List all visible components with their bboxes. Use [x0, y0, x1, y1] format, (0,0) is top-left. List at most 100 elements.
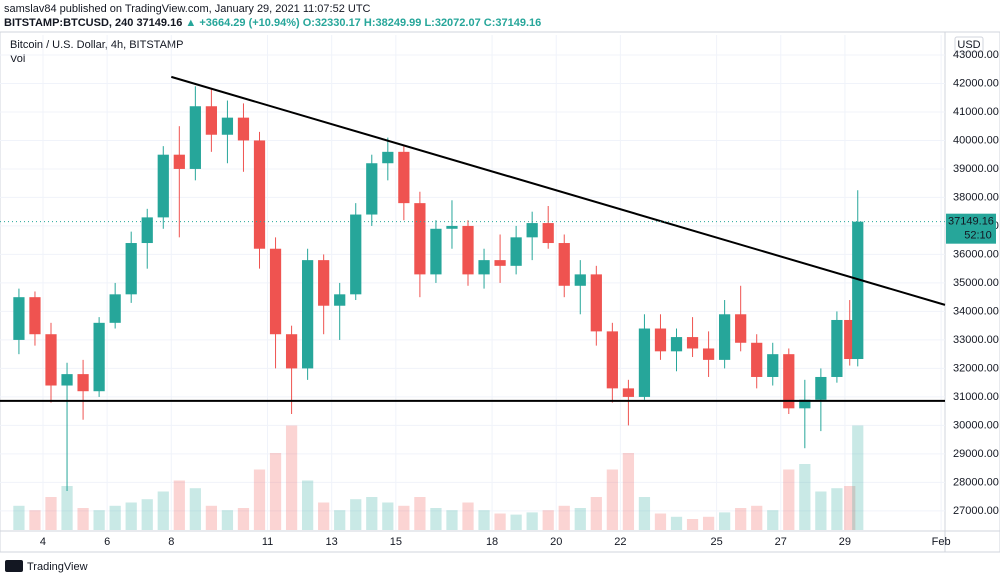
- y-tick-label: 40000.00: [953, 134, 999, 146]
- countdown: 52:10: [964, 230, 992, 242]
- x-tick-label: 8: [168, 536, 174, 548]
- candle-body: [253, 140, 266, 249]
- candle-body: [686, 337, 699, 349]
- volume-bar: [735, 508, 747, 530]
- x-tick-label: 6: [104, 536, 110, 548]
- x-tick-label: 13: [326, 536, 338, 548]
- candle-body: [205, 106, 218, 135]
- volume-bar: [173, 480, 185, 530]
- volume-bar: [29, 510, 41, 530]
- y-tick-label: 28000.00: [953, 476, 999, 488]
- candle-body: [398, 151, 410, 204]
- volume-bar: [574, 508, 586, 530]
- y-tick-label: 36000.00: [953, 248, 999, 260]
- candle-body: [622, 388, 635, 397]
- candle-body: [77, 374, 89, 392]
- volume-bar: [77, 508, 89, 530]
- candle-body: [462, 225, 474, 275]
- y-tick-label: 31000.00: [953, 391, 999, 403]
- ohlc-open: O:32330.17: [303, 17, 361, 29]
- ohlc-close: C:37149.16: [484, 17, 542, 29]
- volume-bar: [414, 497, 426, 530]
- x-tick-label: 15: [390, 536, 402, 548]
- ohlc-high: H:38249.99: [364, 17, 422, 29]
- y-tick-label: 39000.00: [953, 163, 999, 175]
- y-tick-label: 42000.00: [953, 77, 999, 89]
- candle-body: [735, 314, 747, 343]
- candle-body: [221, 117, 234, 135]
- candle-body: [606, 331, 618, 389]
- candle-body: [382, 151, 394, 164]
- volume-bar: [478, 510, 490, 530]
- volume-bar: [751, 505, 763, 530]
- volume-bar: [799, 464, 811, 530]
- unit-box[interactable]: [954, 36, 984, 53]
- y-tick-label: 34000.00: [953, 305, 999, 317]
- volume-bar: [719, 512, 731, 530]
- candle-body: [670, 337, 683, 352]
- candle-body: [141, 217, 153, 244]
- price-tag: [946, 213, 996, 244]
- x-tick-label: 25: [710, 536, 722, 548]
- volume-bar: [638, 497, 651, 530]
- volume-bar: [398, 505, 410, 530]
- candle-body: [767, 354, 779, 377]
- volume-bar: [670, 516, 683, 530]
- x-tick-label: Feb: [932, 536, 951, 548]
- candle-body: [590, 274, 602, 332]
- volume-bar: [269, 453, 282, 530]
- candle-body: [269, 248, 282, 335]
- volume-bar: [334, 510, 346, 530]
- volume-bar: [285, 425, 298, 530]
- candle-body: [189, 106, 201, 169]
- volume-bar: [45, 497, 57, 530]
- candle-body: [109, 294, 121, 323]
- volume-bar: [237, 508, 250, 530]
- symbol: BITSTAMP:BTCUSD, 240: [4, 17, 133, 29]
- candle-body: [430, 228, 442, 275]
- volume-bar: [815, 491, 827, 530]
- volume-bar: [366, 497, 378, 530]
- volume-bar: [783, 469, 795, 530]
- y-tick-label: 27000.00: [953, 505, 999, 517]
- volume-bar: [767, 510, 779, 530]
- y-tick-label: 35000.00: [953, 277, 999, 289]
- candle-body: [285, 334, 298, 369]
- candle-body: [510, 237, 522, 266]
- publisher: samslav84 published on TradingView.com, …: [4, 3, 371, 15]
- candle-body: [350, 214, 362, 295]
- volume-bar: [702, 516, 715, 530]
- candle-body: [844, 319, 856, 360]
- candle-body: [574, 274, 586, 286]
- candle-body: [478, 260, 490, 275]
- candle-body: [719, 314, 731, 360]
- candle-body: [93, 322, 105, 392]
- y-tick-label: 30000.00: [953, 419, 999, 431]
- volume-bar: [13, 505, 25, 530]
- candle-body: [366, 163, 378, 215]
- candle-body: [558, 243, 570, 286]
- candle-body: [702, 348, 715, 360]
- volume-bar: [852, 425, 864, 530]
- volume-bar: [189, 488, 201, 530]
- candle-body: [45, 334, 57, 386]
- trend-line: [171, 75, 946, 306]
- x-tick-label: 18: [486, 536, 498, 548]
- volume-bar: [446, 510, 458, 530]
- volume-bar: [205, 505, 218, 530]
- y-tick-label: 38000.00: [953, 191, 999, 203]
- candle-body: [13, 297, 25, 340]
- y-tick-label: 41000.00: [953, 106, 999, 118]
- x-tick-label: 4: [40, 536, 46, 548]
- volume-bar: [494, 513, 506, 530]
- volume-bar: [125, 502, 137, 530]
- ohlc-low: L:32072.07: [424, 17, 480, 29]
- candle-body: [638, 328, 651, 397]
- candle-body: [29, 297, 41, 335]
- volume-bar: [686, 519, 699, 530]
- volume-bar: [253, 469, 266, 530]
- candle-body: [125, 243, 137, 295]
- candle-body: [318, 260, 330, 306]
- candle-body: [751, 342, 763, 377]
- candle-body: [799, 399, 811, 409]
